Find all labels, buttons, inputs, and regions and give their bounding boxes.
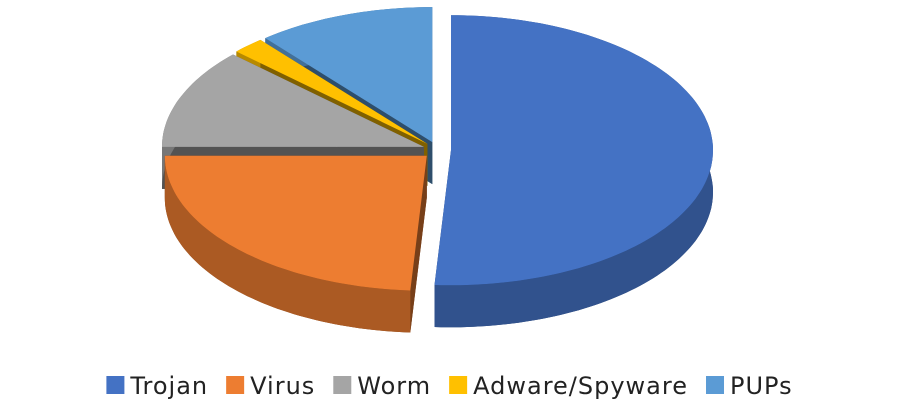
legend-swatch xyxy=(706,376,725,394)
legend-label: PUPs xyxy=(730,372,793,400)
legend-swatch xyxy=(106,376,125,394)
slice xyxy=(265,7,433,143)
slice-rim xyxy=(164,155,411,333)
slice xyxy=(434,15,713,286)
slice xyxy=(162,54,424,147)
legend-swatch xyxy=(449,376,468,394)
slice-wall xyxy=(410,155,427,333)
slice xyxy=(164,155,427,291)
legend-swatch xyxy=(226,376,245,394)
pie xyxy=(162,7,713,333)
legend-swatch xyxy=(333,376,352,394)
legend-label: Adware/Spyware xyxy=(473,372,688,400)
legend-label: Worm xyxy=(357,372,431,400)
legend-label: Trojan xyxy=(129,372,208,400)
legend-label: Virus xyxy=(250,372,315,400)
slice xyxy=(236,39,428,144)
legend: Trojan Virus Worm Adware/Spyware PUPs xyxy=(106,372,792,400)
